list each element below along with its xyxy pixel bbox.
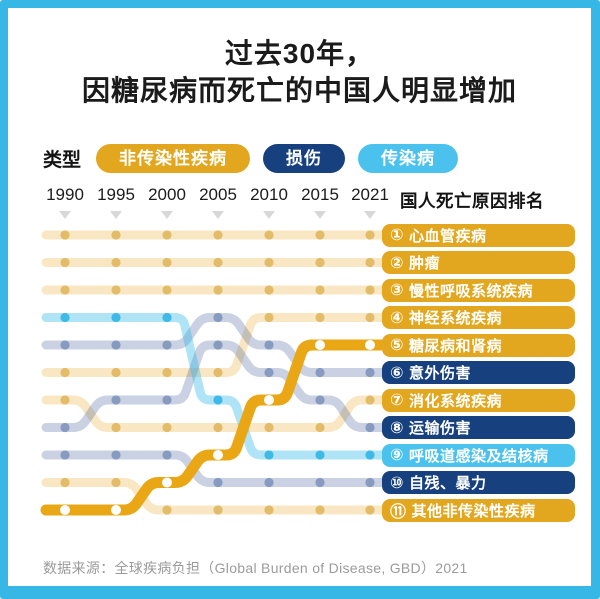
year-tick-icon bbox=[110, 211, 122, 219]
rank-label: 自残、暴力 bbox=[409, 475, 487, 492]
rank-pill-tumor: ② 肿瘤 bbox=[382, 251, 575, 274]
rank-pill-transport-injury: ⑧ 运输伤害 bbox=[382, 416, 575, 439]
rank-number: ⑪ bbox=[390, 504, 407, 521]
rank-pill-other-ncd: ⑪ 其他非传染性疾病 bbox=[382, 498, 575, 522]
title-line-1: 过去30年， bbox=[224, 38, 375, 69]
rank-pill-chronic-respiratory: ③ 慢性呼吸系统疾病 bbox=[382, 278, 575, 302]
year-label-1990: 1990 bbox=[46, 185, 84, 204]
year-label-1995: 1995 bbox=[97, 185, 135, 204]
legend: 类型 非传染性疾病 损伤 传染病 bbox=[43, 144, 471, 173]
rank-pill-cardiovascular: ① 心血管疾病 bbox=[382, 223, 575, 247]
rank-label: 消化系统疾病 bbox=[409, 392, 503, 410]
rank-number: ⑩ bbox=[390, 474, 405, 492]
rank-pill-neurological: ④ 神经系统疾病 bbox=[382, 306, 575, 329]
rank-pill-digestive: ⑦ 消化系统疾病 bbox=[382, 388, 575, 412]
rank-number: ⑨ bbox=[390, 447, 405, 464]
year-tick-icon bbox=[212, 211, 224, 219]
rank-pill-respiratory-infection-tb: ⑨ 呼吸道感染及结核病 bbox=[382, 443, 575, 467]
rank-label: 运输伤害 bbox=[409, 420, 472, 437]
year-tick-icon bbox=[59, 211, 71, 219]
data-source: 数据来源：全球疾病负担（Global Burden of Disease, GB… bbox=[43, 560, 468, 576]
rank-number: ④ bbox=[390, 309, 405, 327]
year-label-2015: 2015 bbox=[301, 185, 339, 204]
rank-label: 呼吸道感染及结核病 bbox=[409, 447, 549, 465]
rank-number: ⑦ bbox=[390, 392, 405, 409]
year-tick-icon bbox=[364, 211, 376, 219]
title-line-2: 因糖尿病而死亡的中国人明显增加 bbox=[81, 75, 517, 106]
rank-label: 慢性呼吸系统疾病 bbox=[409, 282, 534, 300]
rank-label: 其他非传染性疾病 bbox=[411, 502, 536, 520]
legend-pill-ncd: 非传染性疾病 bbox=[96, 144, 251, 173]
legend-pill-injury: 损伤 bbox=[263, 144, 346, 173]
rank-number: ⑤ bbox=[390, 337, 405, 354]
year-label-2000: 2000 bbox=[148, 185, 186, 204]
year-label-2021: 2021 bbox=[351, 185, 389, 204]
ranking-header: 国人死亡原因排名 bbox=[400, 191, 544, 211]
rank-pill-accidental-injury: ⑥ 意外伤害 bbox=[382, 361, 575, 384]
year-tick-icon bbox=[314, 211, 326, 219]
rank-label: 神经系统疾病 bbox=[409, 310, 503, 327]
page-title: 过去30年， 因糖尿病而死亡的中国人明显增加 bbox=[8, 35, 591, 109]
rank-number: ⑥ bbox=[390, 364, 405, 382]
year-label-2010: 2010 bbox=[250, 185, 288, 204]
rank-label: 意外伤害 bbox=[409, 365, 472, 382]
rank-label: 心血管疾病 bbox=[409, 227, 487, 245]
rank-label: 糖尿病和肾病 bbox=[409, 337, 503, 355]
rank-number: ⑧ bbox=[390, 419, 405, 437]
rank-number: ③ bbox=[390, 282, 405, 299]
legend-pill-infectious: 传染病 bbox=[358, 144, 459, 173]
rank-pill-selfharm-violence: ⑩ 自残、暴力 bbox=[382, 471, 575, 494]
rank-label: 肿瘤 bbox=[409, 255, 441, 272]
rank-pill-diabetes-kidney: ⑤ 糖尿病和肾病 bbox=[382, 333, 575, 357]
legend-label: 类型 bbox=[43, 150, 82, 171]
year-tick-icon bbox=[263, 211, 275, 219]
rank-number: ② bbox=[390, 254, 405, 272]
year-tick-icon bbox=[161, 211, 173, 219]
rank-number: ① bbox=[390, 227, 405, 244]
year-label-2005: 2005 bbox=[199, 185, 237, 204]
